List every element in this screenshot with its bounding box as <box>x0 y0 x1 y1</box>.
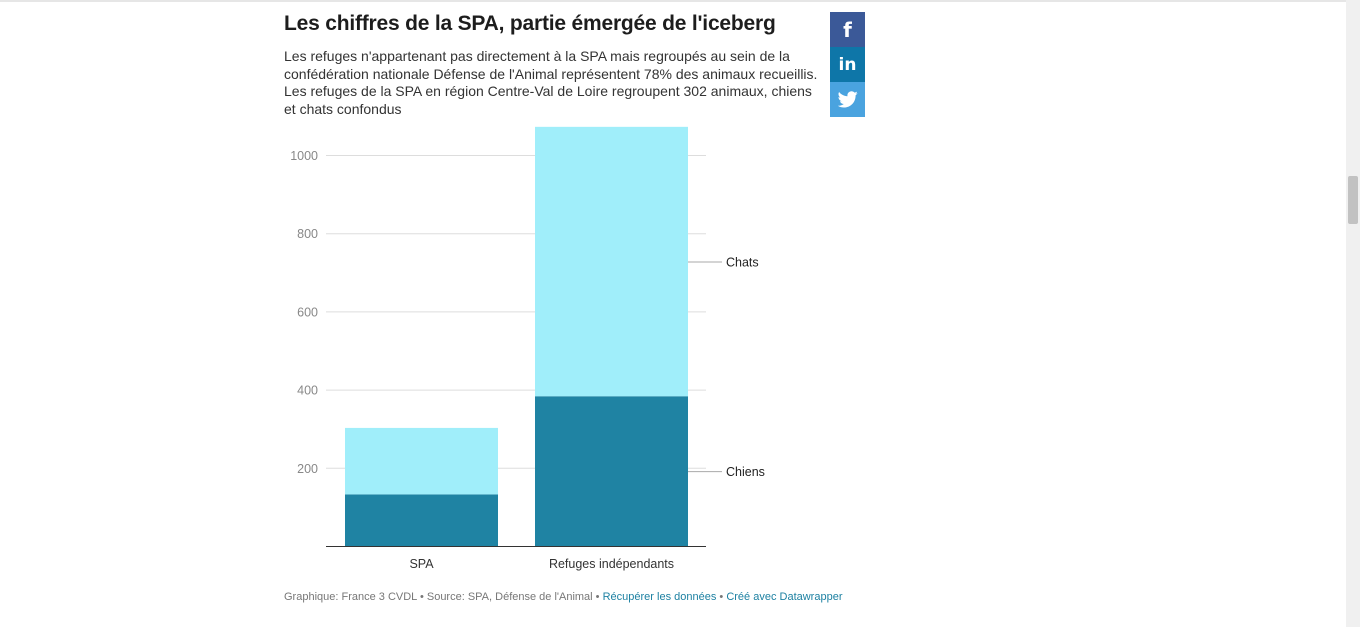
chart-title: Les chiffres de la SPA, partie émergée d… <box>284 12 776 35</box>
footer-separator: • <box>592 591 603 603</box>
twitter-share-button[interactable] <box>830 82 865 117</box>
datawrapper-link[interactable]: Créé avec Datawrapper <box>726 591 843 603</box>
scrollbar-thumb[interactable] <box>1348 176 1358 224</box>
footer-credit: Graphique: France 3 CVDL <box>284 591 417 603</box>
chart-footer: Graphique: France 3 CVDL • Source: SPA, … <box>284 591 842 603</box>
y-tick-label: 800 <box>297 227 318 241</box>
chart-description: Les refuges n'appartenant pas directemen… <box>284 48 818 117</box>
linkedin-share-button[interactable]: in <box>830 47 865 82</box>
get-data-link[interactable]: Récupérer les données <box>602 591 717 603</box>
footer-source: Source: SPA, Défense de l'Animal <box>426 591 593 603</box>
y-tick-label: 600 <box>297 305 318 319</box>
share-buttons: f in <box>830 12 865 117</box>
stacked-bar-chart: 200 400 600 800 1000 SPA Refuges indépendants C… <box>290 126 765 571</box>
x-category-label: SPA <box>409 557 434 571</box>
bar-chats <box>535 126 688 397</box>
legend-label-chats: Chats <box>726 256 759 270</box>
bar-chiens <box>345 494 498 546</box>
bar-chats <box>345 427 498 495</box>
x-category-label: Refuges indépendants <box>549 557 674 571</box>
top-border <box>0 0 1346 2</box>
y-tick-label: 200 <box>297 462 318 476</box>
facebook-icon: f <box>843 17 852 42</box>
linkedin-icon: in <box>838 54 857 75</box>
page-scrollbar[interactable] <box>1346 0 1360 627</box>
facebook-share-button[interactable]: f <box>830 12 865 47</box>
twitter-icon <box>837 91 858 108</box>
footer-separator: • <box>416 591 427 603</box>
y-tick-label: 400 <box>297 384 318 398</box>
bar-chiens <box>535 396 688 546</box>
y-tick-label: 1000 <box>290 149 318 163</box>
footer-separator: • <box>716 591 727 603</box>
legend-label-chiens: Chiens <box>726 465 765 479</box>
